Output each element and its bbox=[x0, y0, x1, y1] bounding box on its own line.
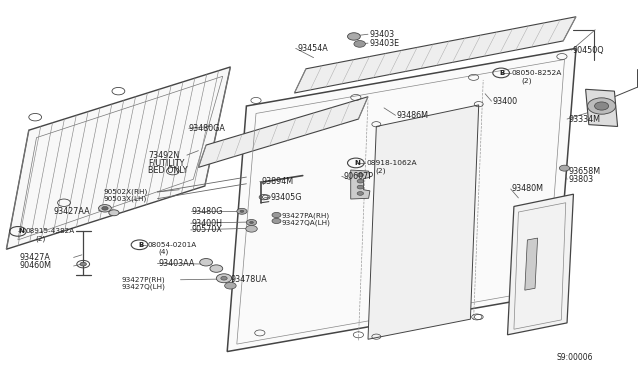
Text: (2): (2) bbox=[522, 77, 532, 84]
Text: F/UTILITY: F/UTILITY bbox=[148, 158, 185, 167]
Text: 90450Q: 90450Q bbox=[573, 46, 604, 55]
Text: 08054-0201A: 08054-0201A bbox=[147, 242, 196, 248]
Text: 93427QA(LH): 93427QA(LH) bbox=[282, 219, 330, 226]
Text: 93454A: 93454A bbox=[298, 44, 328, 53]
Circle shape bbox=[225, 282, 236, 289]
Text: 90502X(RH): 90502X(RH) bbox=[104, 189, 148, 195]
Text: 90460M: 90460M bbox=[19, 262, 51, 270]
Text: BED ONLY: BED ONLY bbox=[148, 166, 188, 174]
Circle shape bbox=[216, 274, 232, 283]
Polygon shape bbox=[586, 89, 618, 126]
Text: 93480GA: 93480GA bbox=[189, 124, 226, 133]
Text: 08915-4382A: 08915-4382A bbox=[26, 228, 75, 234]
Circle shape bbox=[272, 218, 281, 224]
Text: 08050-8252A: 08050-8252A bbox=[512, 70, 563, 76]
Circle shape bbox=[272, 212, 281, 218]
Text: S9:00006: S9:00006 bbox=[557, 353, 593, 362]
Polygon shape bbox=[351, 170, 370, 199]
Polygon shape bbox=[227, 48, 576, 352]
Text: 90570X: 90570X bbox=[192, 225, 223, 234]
Circle shape bbox=[246, 219, 257, 225]
Text: (2): (2) bbox=[35, 235, 45, 242]
Circle shape bbox=[354, 41, 365, 47]
Polygon shape bbox=[508, 194, 573, 335]
Text: B: B bbox=[500, 70, 505, 76]
Text: N: N bbox=[18, 228, 24, 234]
Text: 90607P: 90607P bbox=[343, 172, 373, 181]
Circle shape bbox=[357, 173, 364, 177]
Text: 93894M: 93894M bbox=[261, 177, 293, 186]
Text: 93400: 93400 bbox=[493, 97, 518, 106]
Polygon shape bbox=[294, 17, 576, 93]
Circle shape bbox=[210, 265, 223, 272]
Text: 73492N: 73492N bbox=[148, 151, 180, 160]
Polygon shape bbox=[6, 67, 230, 249]
Circle shape bbox=[250, 221, 253, 224]
Polygon shape bbox=[525, 238, 538, 290]
Text: 93403: 93403 bbox=[370, 30, 395, 39]
Text: 93405G: 93405G bbox=[270, 193, 301, 202]
Text: 93403E: 93403E bbox=[370, 39, 400, 48]
Text: 93403AA: 93403AA bbox=[159, 259, 195, 268]
Circle shape bbox=[348, 33, 360, 40]
Circle shape bbox=[559, 165, 570, 171]
Text: B: B bbox=[138, 242, 143, 248]
Circle shape bbox=[240, 210, 244, 212]
Text: 93427A: 93427A bbox=[19, 253, 50, 262]
Text: 08918-1062A: 08918-1062A bbox=[366, 160, 417, 166]
Text: 93334M: 93334M bbox=[568, 115, 600, 124]
Text: (2): (2) bbox=[375, 167, 386, 174]
Circle shape bbox=[595, 102, 609, 110]
Text: (4): (4) bbox=[159, 249, 169, 256]
Text: 93480G: 93480G bbox=[192, 207, 223, 216]
Circle shape bbox=[99, 205, 111, 212]
Circle shape bbox=[80, 262, 86, 266]
Text: N: N bbox=[354, 160, 360, 166]
Circle shape bbox=[109, 210, 119, 216]
Text: 90503X(LH): 90503X(LH) bbox=[104, 195, 147, 202]
Circle shape bbox=[357, 185, 364, 189]
Text: 93480M: 93480M bbox=[512, 185, 544, 193]
Polygon shape bbox=[198, 97, 368, 167]
Polygon shape bbox=[368, 105, 479, 339]
Text: 93427AA: 93427AA bbox=[53, 207, 90, 216]
Circle shape bbox=[200, 259, 212, 266]
Text: 93427P(RH): 93427P(RH) bbox=[122, 276, 165, 283]
Circle shape bbox=[102, 206, 108, 210]
Text: 93486M: 93486M bbox=[397, 111, 429, 120]
Circle shape bbox=[357, 192, 364, 195]
Circle shape bbox=[237, 208, 247, 214]
Circle shape bbox=[246, 225, 257, 232]
Circle shape bbox=[221, 276, 227, 280]
Text: 93427PA(RH): 93427PA(RH) bbox=[282, 212, 330, 219]
Text: 93478UA: 93478UA bbox=[230, 275, 267, 284]
Text: 93658M: 93658M bbox=[568, 167, 600, 176]
Text: 93400H: 93400H bbox=[192, 219, 223, 228]
Circle shape bbox=[588, 98, 616, 114]
Circle shape bbox=[357, 179, 364, 183]
Text: 93803: 93803 bbox=[568, 175, 593, 184]
Text: 93427Q(LH): 93427Q(LH) bbox=[122, 283, 166, 290]
